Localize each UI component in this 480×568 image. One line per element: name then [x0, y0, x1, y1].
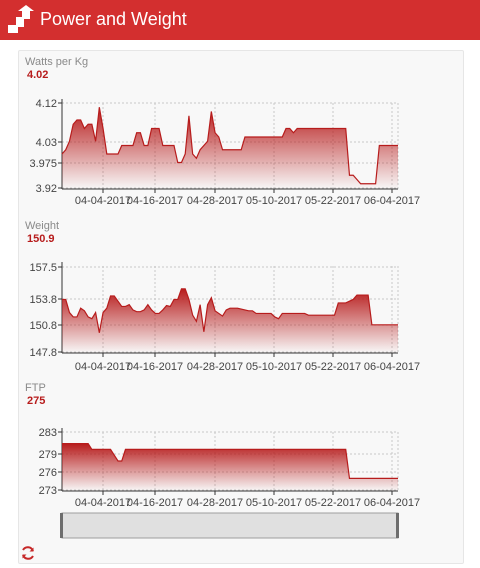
- chart-title: Watts per Kg: [25, 56, 89, 68]
- area-fill: [62, 443, 398, 491]
- y-tick-label: 3.92: [36, 183, 57, 195]
- y-tick-label: 279: [39, 449, 57, 461]
- area-fill: [62, 288, 398, 353]
- x-tick-label: 04-04-2017: [75, 497, 131, 509]
- x-tick-label: 04-28-2017: [187, 497, 243, 509]
- x-tick-label: 04-28-2017: [187, 195, 243, 207]
- x-tick-label: 06-04-2017: [364, 361, 420, 373]
- x-tick-label: 06-04-2017: [364, 195, 420, 207]
- current-value: 275: [27, 395, 46, 407]
- current-value: 150.9: [27, 233, 55, 245]
- x-tick-label: 04-16-2017: [127, 361, 183, 373]
- x-tick-label: 05-10-2017: [246, 497, 302, 509]
- x-tick-label: 04-28-2017: [187, 361, 243, 373]
- y-tick-label: 283: [39, 427, 57, 439]
- y-tick-label: 4.03: [36, 137, 57, 149]
- x-tick-label: 05-10-2017: [246, 361, 302, 373]
- series-line: [62, 443, 398, 479]
- x-tick-label: 04-16-2017: [127, 497, 183, 509]
- chart-title: FTP: [25, 382, 46, 394]
- y-tick-label: 273: [39, 485, 57, 497]
- y-tick-label: 153.8: [29, 294, 57, 306]
- x-tick-label: 05-10-2017: [246, 195, 302, 207]
- x-tick-label: 04-04-2017: [75, 361, 131, 373]
- x-tick-label: 05-22-2017: [305, 361, 361, 373]
- app-header: Power and Weight: [0, 0, 480, 40]
- x-tick-label: 05-22-2017: [305, 195, 361, 207]
- page-title: Power and Weight: [40, 9, 187, 29]
- y-tick-label: 147.8: [29, 347, 57, 359]
- x-tick-label: 04-04-2017: [75, 195, 131, 207]
- series-line: [61, 107, 398, 185]
- range-handle-right[interactable]: [396, 513, 399, 538]
- y-tick-label: 276: [39, 467, 57, 479]
- y-tick-label: 4.12: [36, 98, 57, 110]
- range-selector-track: [61, 512, 399, 539]
- range-handle-left[interactable]: [60, 513, 63, 538]
- chart-arrow-icon[interactable]: [6, 5, 36, 35]
- y-tick-label: 3.975: [29, 158, 57, 170]
- x-tick-label: 06-04-2017: [364, 497, 420, 509]
- area-fill: [62, 107, 398, 189]
- y-tick-label: 157.5: [29, 262, 57, 274]
- x-tick-label: 05-22-2017: [305, 497, 361, 509]
- series-line: [62, 288, 398, 333]
- y-tick-label: 150.8: [29, 320, 57, 332]
- x-tick-label: 04-16-2017: [127, 195, 183, 207]
- refresh-icon[interactable]: [20, 545, 36, 561]
- current-value: 4.02: [27, 69, 49, 81]
- chart-title: Weight: [25, 220, 60, 232]
